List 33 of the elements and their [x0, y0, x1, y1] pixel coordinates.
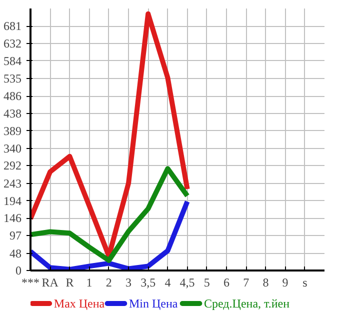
x-tick-label: 8 [262, 276, 269, 290]
y-tick-label: 438 [4, 106, 22, 120]
legend-label: Сред.Цена, т.йен [204, 296, 290, 310]
x-tick-label: 3 [126, 276, 132, 290]
x-tick-label: 9 [282, 276, 288, 290]
legend-label: Min Цена [128, 296, 178, 310]
y-tick-label: 584 [4, 54, 22, 68]
y-tick-label: 486 [4, 89, 22, 104]
y-tick-label: 97 [10, 228, 22, 243]
y-tick-label: 48 [10, 246, 22, 260]
y-tick-label: 389 [4, 124, 22, 138]
y-tick-label: 194 [4, 194, 22, 208]
y-tick-label: 681 [4, 19, 22, 34]
y-tick-label: 535 [4, 71, 22, 86]
y-tick-label: 632 [4, 36, 22, 51]
legend-label: Max Цена [54, 296, 106, 310]
x-tick-label: 7 [243, 276, 250, 290]
y-tick-label: 340 [4, 141, 22, 156]
x-tick-label: RA [42, 276, 59, 290]
x-tick-label: 4,5 [180, 276, 195, 290]
x-tick-label: 4 [164, 276, 171, 290]
y-tick-label: 243 [4, 176, 22, 190]
x-tick-label: 2 [106, 276, 112, 290]
x-tick-label: s [302, 276, 308, 290]
y-tick-label: 292 [4, 158, 22, 173]
y-tick-label: 146 [4, 211, 22, 226]
y-tick-label: 0 [16, 264, 22, 278]
x-tick-label: 5 [204, 276, 210, 290]
x-tick-label: 1 [86, 276, 92, 290]
x-tick-label: R [66, 276, 74, 290]
x-tick-label: 3,5 [140, 276, 156, 290]
x-tick-label: 6 [224, 276, 230, 290]
x-tick-label: *** [22, 276, 40, 290]
